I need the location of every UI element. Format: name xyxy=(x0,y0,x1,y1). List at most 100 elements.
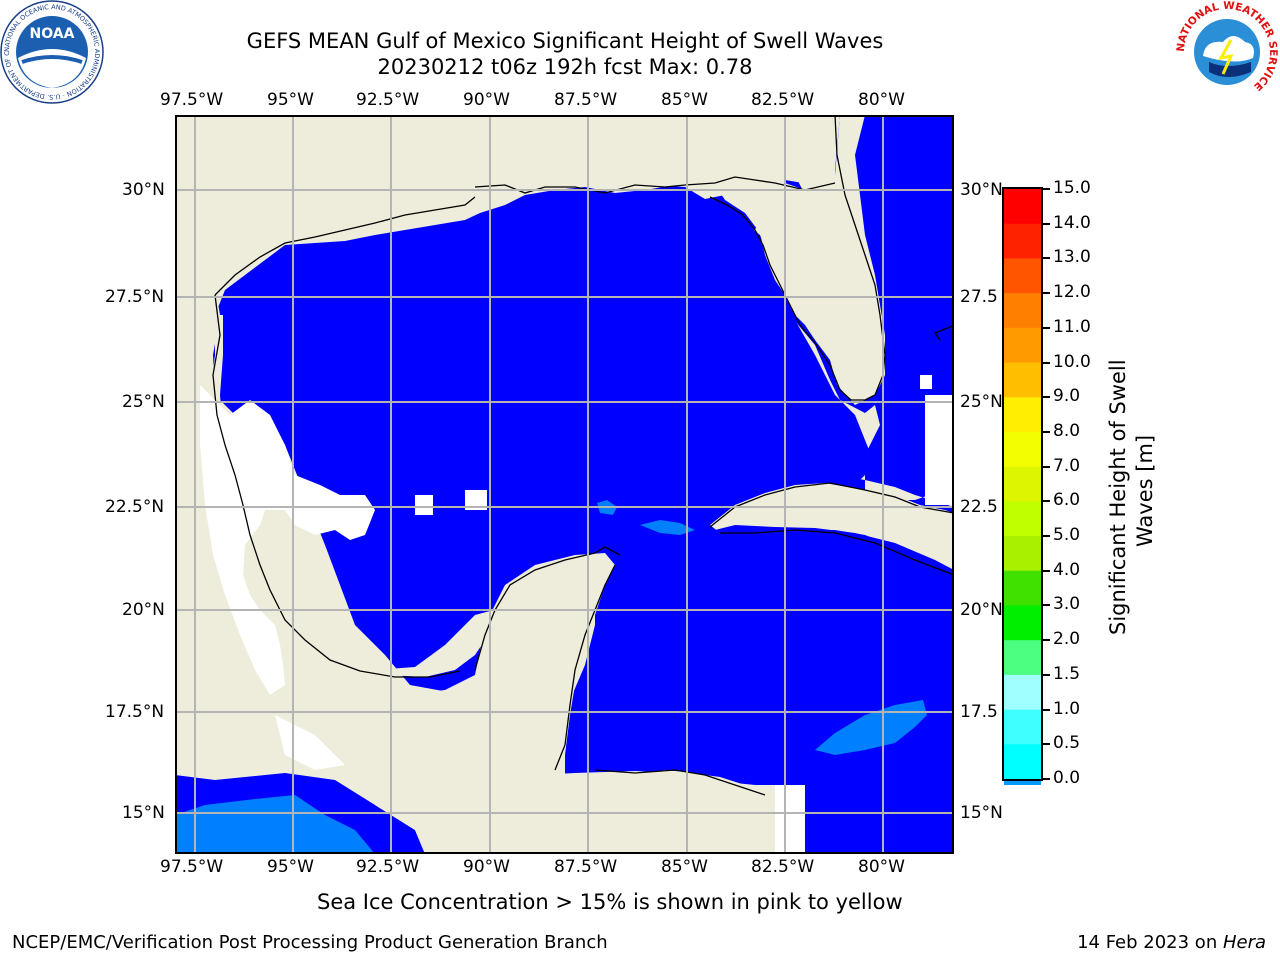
colorbar-tick-label: 2.0 xyxy=(1053,629,1081,650)
colorbar-label-line1: Significant Height of Swell xyxy=(1106,359,1130,635)
lat-tick-left: 17.5°N xyxy=(105,702,165,722)
map-frame xyxy=(175,115,954,854)
colorbar-tick-label: 0.0 xyxy=(1053,768,1081,788)
swell-patch-caribbean xyxy=(815,700,927,755)
colorbar-tick-mark xyxy=(1043,257,1050,260)
pacific-swell-band xyxy=(175,795,375,854)
colorbar-tick-label: 12.0 xyxy=(1053,282,1091,303)
colorbar-tick-mark xyxy=(1043,188,1050,190)
lat-tick-right: 27.5 xyxy=(960,287,998,307)
colorbar-tick-label: 1.5 xyxy=(1053,663,1081,684)
colorbar-frame xyxy=(1002,187,1043,781)
nodata-patch xyxy=(925,395,954,505)
lon-tick-top: 80°W xyxy=(858,90,905,110)
central-america-land xyxy=(375,767,805,854)
colorbar-tick-mark xyxy=(1043,326,1050,329)
sea-ice-caption: Sea Ice Concentration > 15% is shown in … xyxy=(317,890,903,914)
lat-tick-left: 30°N xyxy=(122,180,165,200)
colorbar-tick-mark xyxy=(1043,569,1050,572)
lat-tick-right: 17.5 xyxy=(960,702,998,722)
colorbar-tick-label: 7.0 xyxy=(1053,455,1081,476)
colorbar-tick-mark xyxy=(1043,430,1050,433)
colorbar-label: Significant Height of Swell Waves [m] xyxy=(1106,359,1157,635)
lat-tick-right: 20°N xyxy=(960,600,1003,620)
colorbar-tick-label: 8.0 xyxy=(1053,420,1081,441)
lon-tick-bottom: 95°W xyxy=(267,857,314,877)
caribbean-sea xyxy=(565,500,954,854)
gulf-main xyxy=(213,180,875,695)
colorbar-segment xyxy=(1004,709,1041,745)
colorbar-segment xyxy=(1004,258,1041,294)
colorbar-tick-label: 10.0 xyxy=(1053,351,1091,372)
colorbar-tick-mark xyxy=(1043,500,1050,503)
chart-title: GEFS MEAN Gulf of Mexico Significant Hei… xyxy=(246,29,884,53)
lat-tick-left: 15°N xyxy=(122,803,165,823)
colorbar-segment xyxy=(1004,501,1041,537)
lon-tick-top: 95°W xyxy=(267,90,314,110)
colorbar-segment xyxy=(1004,570,1041,606)
lon-tick-bottom: 90°W xyxy=(463,857,510,877)
lat-tick-left: 20°N xyxy=(122,600,165,620)
colorbar-tick-label: 5.0 xyxy=(1053,525,1081,546)
lon-tick-top: 87.5°W xyxy=(554,90,618,110)
lon-tick-bottom: 80°W xyxy=(858,857,905,877)
lon-tick-top: 97.5°W xyxy=(160,90,224,110)
colorbar-segment xyxy=(1004,293,1041,329)
footer-host: Hera xyxy=(1222,932,1266,953)
footer-date-text: 14 Feb 2023 on xyxy=(1077,932,1223,953)
colorbar-label-line2: Waves [m] xyxy=(1133,435,1157,547)
colorbar-segment xyxy=(1004,640,1041,676)
colorbar-tick-mark xyxy=(1043,708,1050,711)
colorbar-segment xyxy=(1004,189,1041,225)
colorbar-tick-mark xyxy=(1043,535,1050,538)
nodata-patch xyxy=(415,495,433,515)
footer-date: 14 Feb 2023 on Hera xyxy=(1077,932,1266,953)
cuba-shelf xyxy=(715,525,954,585)
colorbar-segment xyxy=(1004,431,1041,468)
lon-tick-bottom: 97.5°W xyxy=(160,857,224,877)
colorbar-tick-mark xyxy=(1043,639,1050,642)
colorbar-tick-label: 11.0 xyxy=(1053,316,1091,337)
footer-branch: NCEP/EMC/Verification Post Processing Pr… xyxy=(12,932,608,953)
colorbar-tick-mark xyxy=(1043,673,1050,676)
lon-tick-bottom: 87.5°W xyxy=(554,857,618,877)
nodata-west-gulf xyxy=(200,385,375,695)
colorbar-tick-mark xyxy=(1043,743,1050,746)
lat-tick-right: 30°N xyxy=(960,180,1003,200)
colorbar-segment xyxy=(1004,779,1041,785)
colorbar-tick-label: 6.0 xyxy=(1053,490,1081,511)
colorbar-segment xyxy=(1004,605,1041,641)
lat-tick-right: 15°N xyxy=(960,803,1003,823)
northern-coast-land xyxy=(175,115,840,677)
coastlines xyxy=(212,115,954,796)
colorbar-segments xyxy=(1004,189,1041,785)
noaa-logo-text: NOAA xyxy=(30,26,75,42)
lat-tick-left: 25°N xyxy=(122,392,165,412)
colorbar-tick-label: 4.0 xyxy=(1053,559,1081,580)
colorbar-tick-label: 14.0 xyxy=(1053,212,1091,233)
lon-tick-top: 90°W xyxy=(463,90,510,110)
colorbar-segment xyxy=(1004,536,1041,572)
colorbar-tick-mark xyxy=(1043,396,1050,399)
lat-tick-left: 27.5°N xyxy=(105,287,165,307)
colorbar xyxy=(1002,187,1043,785)
lon-tick-bottom: 92.5°W xyxy=(356,857,420,877)
florida-land xyxy=(715,115,885,405)
lon-tick-top: 85°W xyxy=(661,90,708,110)
graticule xyxy=(175,115,954,854)
colorbar-tick-mark xyxy=(1043,222,1050,225)
nodata-patch xyxy=(775,785,805,854)
swell-patch-yucatan-channel xyxy=(640,520,695,535)
colorbar-tick-label: 3.0 xyxy=(1053,594,1081,615)
colorbar-tick-label: 9.0 xyxy=(1053,386,1081,407)
gulf-map xyxy=(175,115,954,854)
lon-tick-bottom: 82.5°W xyxy=(751,857,815,877)
lat-tick-left: 22.5°N xyxy=(105,497,165,517)
colorbar-tick-label: 0.5 xyxy=(1053,733,1081,754)
colorbar-tick-mark xyxy=(1043,465,1050,468)
colorbar-tick-label: 13.0 xyxy=(1053,247,1091,268)
colorbar-tick-label: 15.0 xyxy=(1053,178,1091,198)
colorbar-tick-mark xyxy=(1043,292,1050,295)
lon-tick-top: 82.5°W xyxy=(751,90,815,110)
lat-tick-right: 25°N xyxy=(960,392,1003,412)
